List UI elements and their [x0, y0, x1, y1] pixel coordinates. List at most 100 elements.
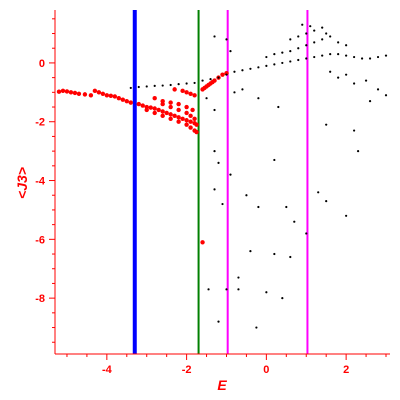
data-point-s2-3 [145, 85, 148, 88]
data-point-s2-13 [225, 73, 228, 76]
data-point-s1-28 [172, 113, 177, 119]
data-point-s2-18 [265, 64, 268, 67]
data-point-s2-93 [207, 288, 210, 291]
data-point-s1-71 [200, 240, 205, 245]
data-point-s2-51 [309, 25, 312, 28]
x-tick-label-3: 0 [263, 364, 269, 376]
data-point-s1-58 [184, 90, 189, 95]
y-tick-label-3: -4 [35, 176, 46, 188]
data-point-s2-73 [213, 188, 216, 191]
data-point-s2-46 [297, 35, 300, 38]
data-point-s2-65 [213, 108, 216, 112]
data-point-s1-56 [172, 87, 177, 92]
data-point-s2-74 [221, 202, 224, 206]
data-point-s2-25 [321, 54, 324, 57]
data-point-s2-92 [237, 288, 240, 291]
data-point-s2-67 [241, 88, 244, 91]
data-point-s2-91 [225, 288, 228, 291]
axes: -4 -2 0 2 0 -2 -4 -6 -8 [35, 10, 390, 376]
data-point-s2-57 [364, 79, 368, 82]
data-point-s2-79 [293, 220, 296, 223]
data-point-s1-70 [210, 79, 215, 85]
data-point-s2-45 [289, 38, 292, 41]
data-point-s1-12 [104, 93, 110, 98]
data-point-s2-2 [137, 85, 140, 89]
data-point-s1-3 [64, 89, 70, 94]
data-point-s2-10 [201, 79, 204, 82]
data-point-s1-60 [192, 93, 197, 98]
data-point-s1-53 [176, 101, 181, 107]
data-point-s1-18 [128, 100, 133, 105]
data-point-s1-19 [136, 101, 141, 107]
data-point-s2-72 [229, 173, 232, 176]
data-point-s2-33 [384, 54, 388, 57]
data-point-s2-44 [345, 44, 348, 47]
data-point-s2-34 [265, 55, 268, 59]
data-point-s2-52 [325, 32, 328, 35]
y-tick-label-5: -8 [35, 293, 45, 305]
data-point-s2-30 [360, 57, 364, 60]
data-point-s1-49 [192, 116, 197, 121]
data-point-s1-27 [168, 112, 173, 117]
data-point-s2-55 [345, 73, 348, 76]
data-point-s2-20 [281, 61, 284, 65]
data-point-s2-15 [241, 69, 244, 72]
data-point-s2-31 [368, 57, 372, 60]
data-point-s1-37 [160, 113, 165, 119]
data-point-s2-56 [353, 82, 356, 85]
data-point-s2-59 [384, 94, 388, 97]
data-point-s2-80 [305, 232, 308, 235]
data-point-s2-53 [329, 70, 332, 73]
data-point-s1-16 [120, 97, 125, 102]
data-point-s2-32 [376, 55, 380, 59]
data-point-s1-30 [180, 116, 185, 121]
data-point-s1-50 [152, 96, 157, 101]
data-point-s1-38 [168, 116, 173, 121]
data-point-s2-4 [153, 84, 156, 87]
data-point-s2-47 [305, 32, 308, 35]
data-point-s2-63 [229, 50, 232, 53]
data-point-s1-69 [206, 82, 211, 88]
data-point-s2-70 [213, 150, 216, 153]
data-point-s2-41 [321, 38, 324, 41]
y-tick-label-4: -6 [35, 234, 45, 246]
data-point-s1-52 [168, 100, 173, 105]
data-point-s2-24 [313, 55, 316, 59]
data-point-s2-87 [289, 255, 292, 259]
data-point-s2-35 [273, 53, 276, 56]
data-point-s2-50 [301, 23, 304, 26]
data-point-s1-32 [188, 119, 193, 124]
data-point-s2-64 [205, 97, 208, 100]
data-point-s2-62 [225, 38, 228, 41]
data-point-s2-42 [329, 35, 332, 38]
data-point-s1-10 [96, 90, 102, 95]
data-point-s2-75 [245, 194, 248, 197]
data-point-s1-14 [112, 94, 118, 99]
data-point-s1-17 [124, 98, 129, 104]
data-point-s2-38 [297, 47, 300, 50]
data-point-s2-49 [321, 26, 324, 29]
data-point-s2-16 [249, 67, 252, 70]
data-point-s2-97 [255, 326, 258, 329]
data-point-s1-66 [220, 72, 225, 77]
data-point-s2-54 [337, 76, 340, 79]
data-point-s2-77 [273, 158, 276, 162]
data-point-s2-82 [325, 200, 328, 203]
data-point-s1-6 [76, 91, 82, 96]
data-point-s1-29 [176, 115, 181, 120]
data-point-s2-66 [233, 91, 236, 94]
data-point-s2-71 [217, 161, 220, 164]
data-point-s1-20 [140, 103, 145, 108]
data-point-s1-36 [152, 110, 157, 116]
data-point-s2-27 [337, 53, 340, 56]
data-point-s2-12 [217, 76, 220, 79]
data-point-s1-22 [148, 105, 153, 110]
vertical-reference-lines [132, 10, 309, 354]
data-point-s2-17 [257, 66, 260, 69]
data-point-s2-19 [273, 63, 276, 66]
data-point-s1-68 [202, 85, 207, 91]
data-point-s2-29 [353, 55, 356, 59]
data-point-s2-58 [376, 88, 380, 91]
data-point-s1-15 [116, 96, 122, 101]
